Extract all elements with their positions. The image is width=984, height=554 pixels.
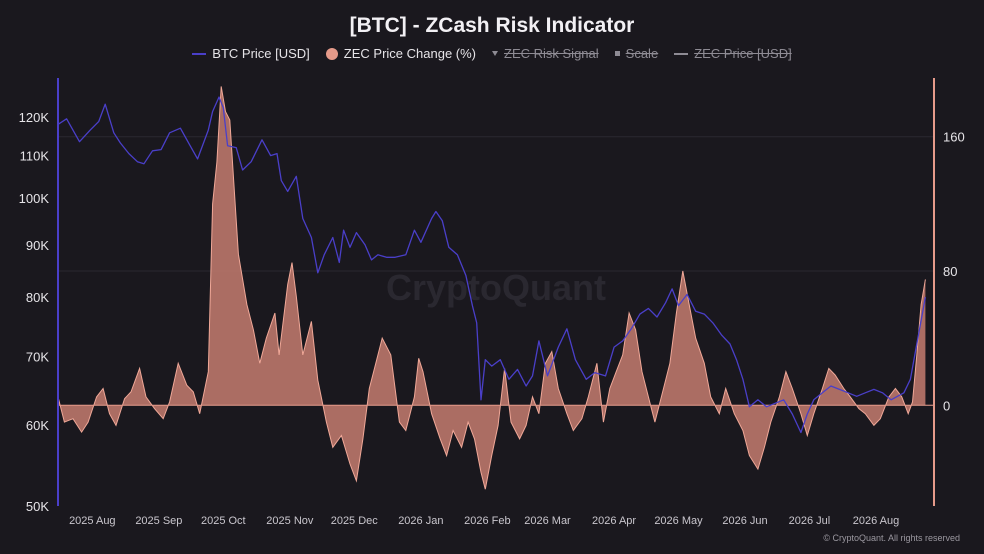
legend-item-zec-price-change[interactable]: ZEC Price Change (%) (325, 46, 477, 61)
legend-label: ZEC Risk Signal (504, 46, 599, 61)
legend-label: BTC Price [USD] (212, 46, 310, 61)
x-tick-label: 2025 Oct (201, 515, 246, 527)
y-right-tick-label: 160 (943, 130, 965, 145)
y-left-tick-label: 90K (26, 238, 49, 253)
y-left-tick-label: 120K (19, 110, 50, 125)
x-tick-label: 2026 Jan (398, 515, 443, 527)
y-left-tick-label: 110K (20, 149, 50, 164)
legend-label: ZEC Price [USD] (694, 46, 792, 61)
legend-label: Scale (625, 46, 659, 61)
y-left-tick-label: 100K (19, 191, 50, 206)
legend-line-icon (192, 52, 207, 55)
x-tick-label: 2026 May (654, 515, 703, 527)
y-axis-left: 50K 60K 70K 80K 90K 100K 110K 120K (19, 110, 50, 514)
legend-item-zec-risk-signal[interactable]: ZEC Risk Signal (492, 46, 599, 61)
copyright-text: © CryptoQuant. All rights reserved (823, 533, 960, 543)
btc-price-line (57, 96, 927, 434)
btc-price-series (57, 96, 927, 434)
y-axis-right: 0 80 160 (943, 130, 965, 414)
x-tick-label: 2026 Feb (464, 515, 510, 527)
axes (57, 78, 935, 506)
legend-triangle-down-icon (492, 51, 499, 56)
legend-line-icon (674, 52, 689, 55)
x-tick-label: 2026 Apr (592, 515, 636, 527)
x-axis: 2025 Aug 2025 Sep 2025 Oct 2025 Nov 2025 Dec… (69, 515, 899, 527)
y-left-tick-label: 50K (26, 499, 49, 514)
zec-price-change-series (57, 86, 934, 490)
x-tick-label: 2026 Mar (524, 515, 571, 527)
y-left-tick-label: 60K (26, 418, 49, 433)
chart-title: [BTC] - ZCash Risk Indicator (349, 14, 635, 37)
y-left-tick-label: 80K (26, 290, 49, 305)
y-right-tick-label: 0 (943, 398, 950, 413)
x-tick-label: 2025 Dec (331, 515, 379, 527)
x-tick-label: 2025 Sep (135, 515, 182, 527)
y-right-tick-label: 80 (943, 264, 957, 279)
x-tick-label: 2025 Nov (266, 515, 314, 527)
x-tick-label: 2026 Jul (789, 515, 831, 527)
y-left-tick-label: 70K (26, 349, 49, 364)
x-tick-label: 2026 Aug (853, 515, 900, 527)
legend-item-zec-price[interactable]: ZEC Price [USD] (674, 46, 792, 61)
watermark: CryptoQuant (386, 267, 606, 308)
zec-line (57, 86, 926, 490)
chart-legend: BTC Price [USD] ZEC Price Change (%) ZEC… (0, 46, 984, 61)
x-tick-label: 2025 Aug (69, 515, 116, 527)
legend-circle-icon (325, 47, 338, 60)
legend-square-icon (614, 51, 620, 56)
legend-item-btc-price[interactable]: BTC Price [USD] (192, 46, 310, 61)
legend-label: ZEC Price Change (%) (343, 46, 477, 61)
legend-item-scale[interactable]: Scale (614, 46, 659, 61)
x-tick-label: 2026 Jun (722, 515, 767, 527)
zec-area (58, 86, 926, 490)
